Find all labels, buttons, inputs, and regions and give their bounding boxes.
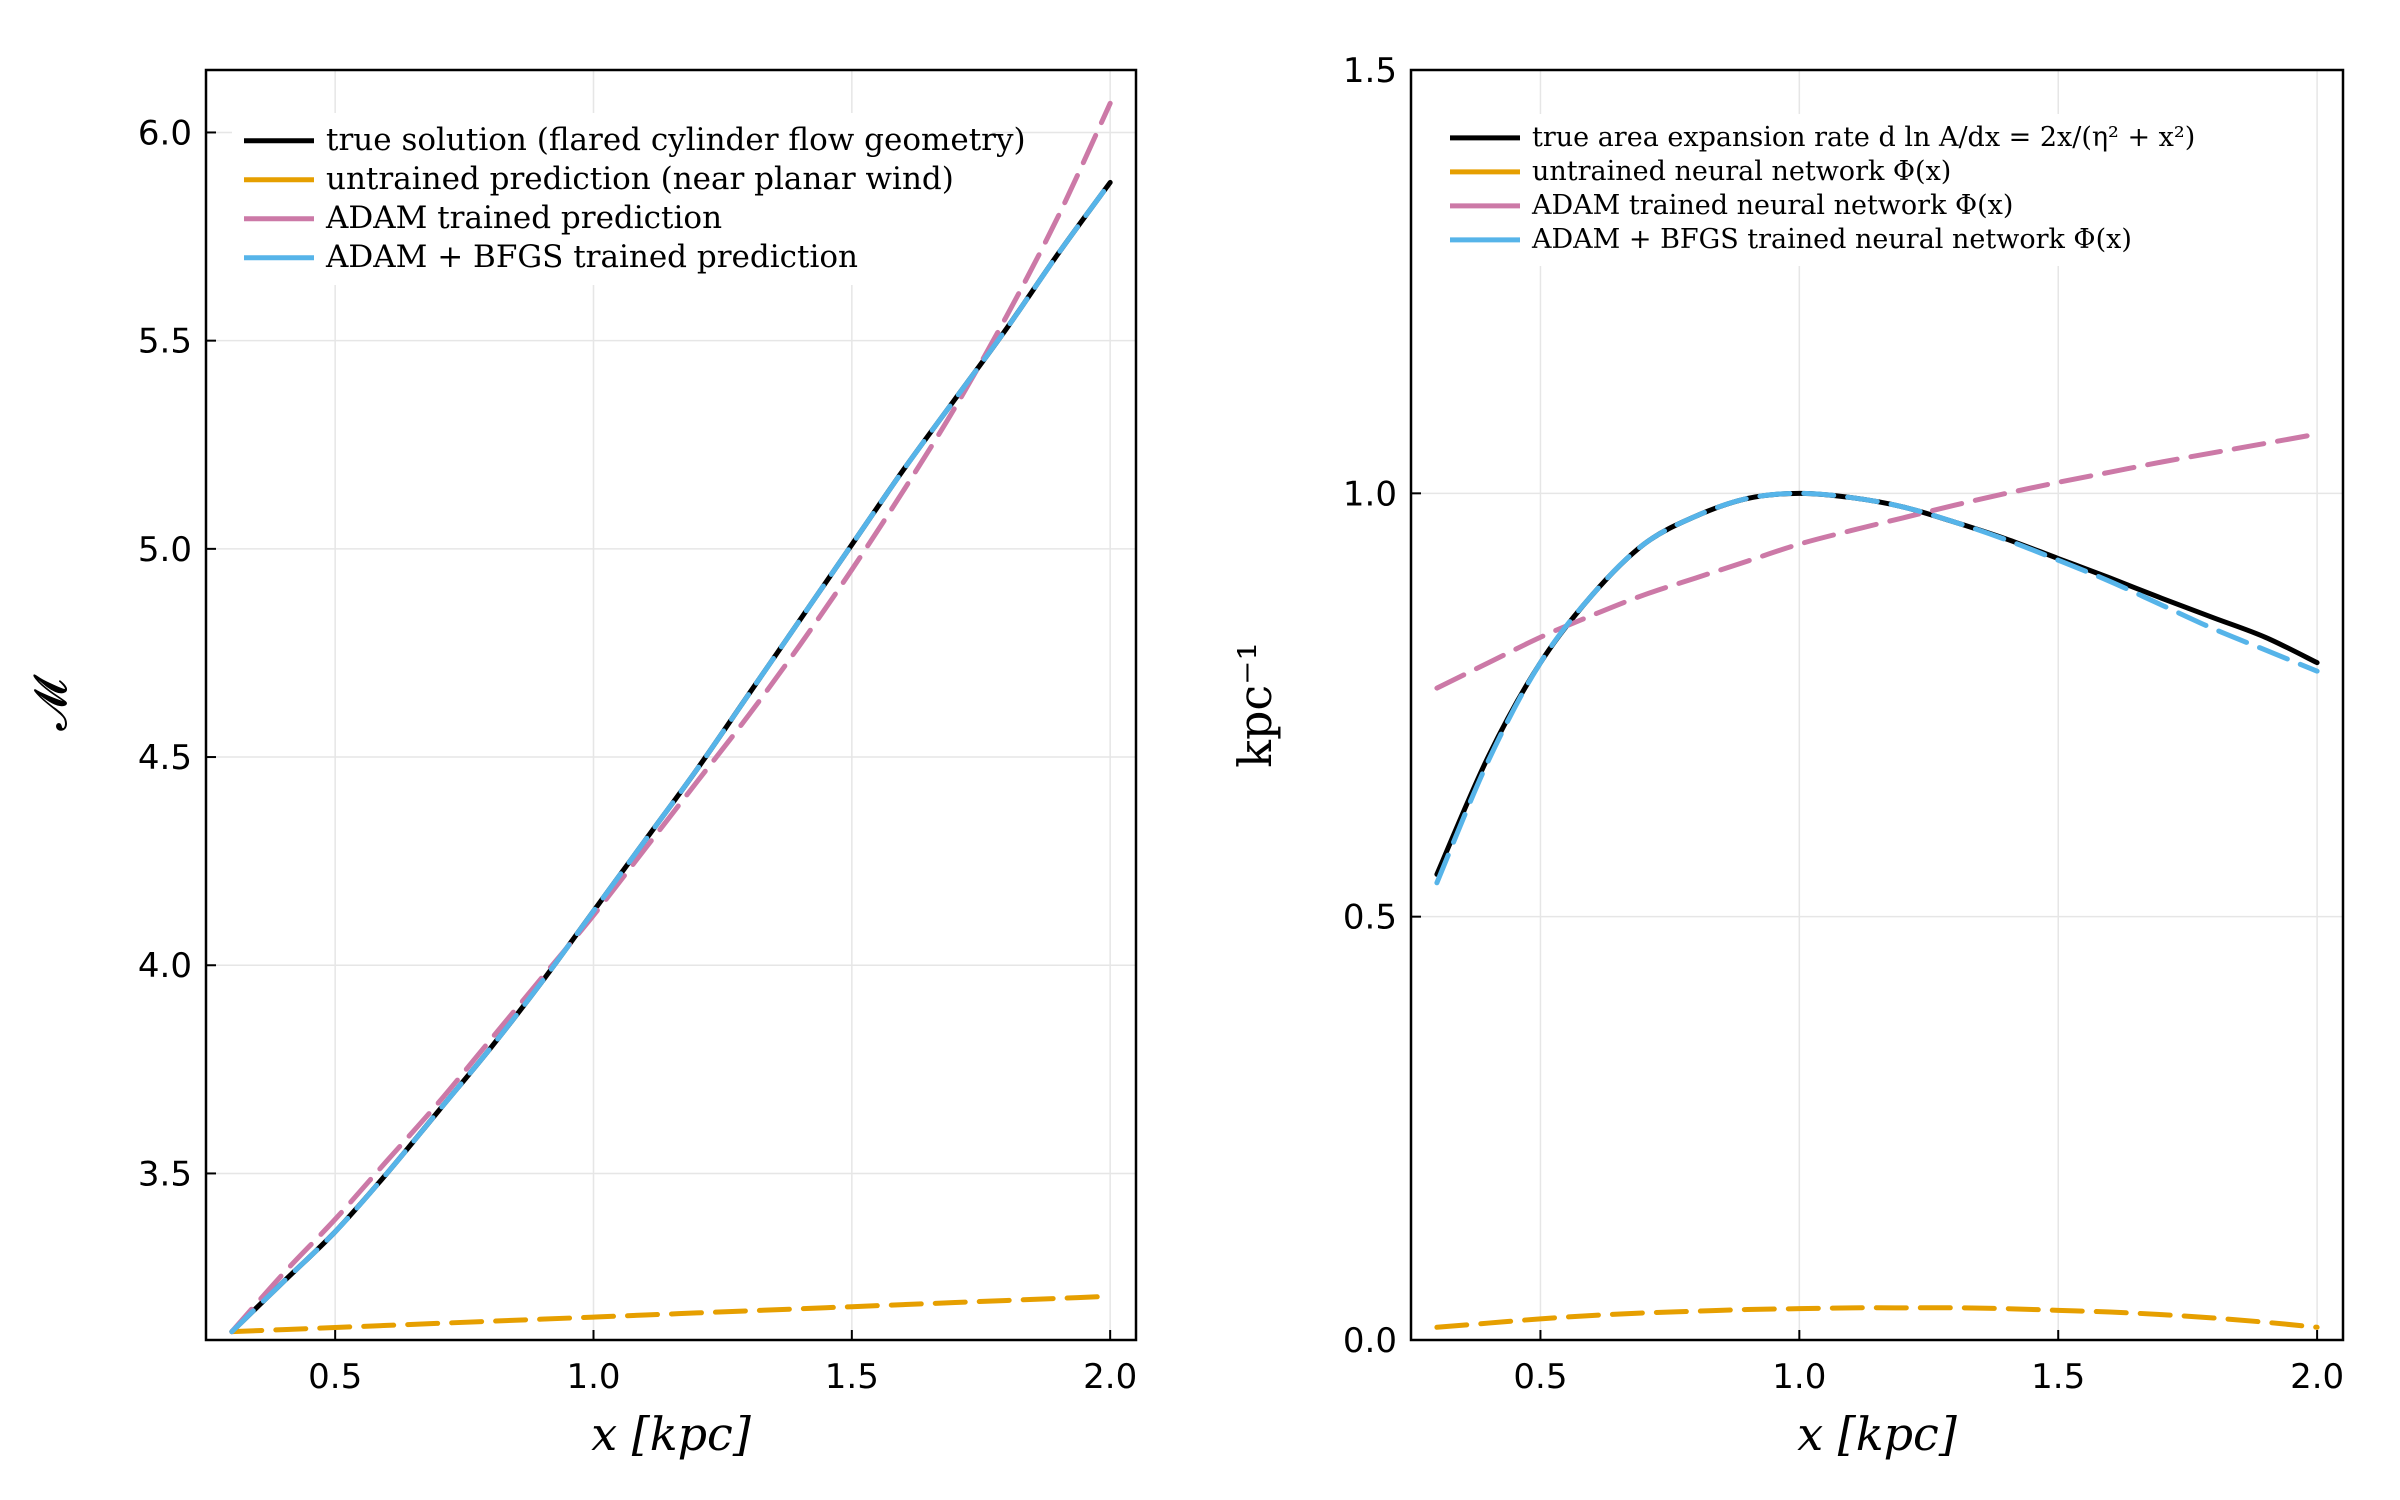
series-line-4: [229, 179, 1113, 1335]
x-tick-label: 1.0: [566, 1357, 620, 1397]
plot-frame: [204, 68, 1138, 1342]
y-tick-label: 4.5: [138, 738, 192, 778]
y-tick-label: 1.5: [1343, 51, 1397, 91]
plot-frame: [1409, 68, 2345, 1342]
series-line-3: [1434, 431, 2320, 691]
y-axis-label: 𝓜: [23, 674, 77, 731]
legend-label-3: ADAM trained prediction: [325, 200, 722, 236]
y-tick-label: 4.0: [138, 946, 192, 986]
legend-label-1: true solution (flared cylinder flow geom…: [326, 122, 1026, 158]
legend-label-1: true area expansion rate d ln A/dx = 2x/…: [1532, 122, 2195, 153]
series-line-4: [1434, 490, 2320, 886]
legend-label-4: ADAM + BFGS trained prediction: [325, 239, 858, 275]
series-line-1: [1434, 490, 2320, 877]
y-tick-label: 6.0: [138, 113, 192, 153]
x-axis-label: x [kpc]: [1797, 1407, 1957, 1461]
y-tick-label: 3.5: [138, 1154, 192, 1194]
x-tick-label: 2.0: [1083, 1357, 1137, 1397]
series-line-3: [229, 100, 1113, 1335]
x-tick-label: 2.0: [2290, 1357, 2344, 1397]
x-tick-label: 0.5: [1513, 1357, 1567, 1397]
y-tick-label: 5.0: [138, 530, 192, 570]
legend-background: [232, 113, 992, 285]
chart-panel-1: 0.5 1.0 1.5 2.0 3.5 4.0 4.5 5.0 5.5 6.0 x [kpc] 𝓜tr…: [23, 68, 1138, 1461]
legend: true area expansion rate d ln A/dx = 2x/…: [1438, 114, 2195, 266]
legend-background: [1438, 114, 2188, 266]
series-line-2: [229, 1293, 1113, 1335]
x-tick-label: 1.0: [1772, 1357, 1826, 1397]
y-tick-label: 0.0: [1343, 1321, 1397, 1361]
x-tick-label: 1.5: [825, 1357, 879, 1397]
series-line-2: [1434, 1305, 2320, 1330]
legend-label-2: untrained prediction (near planar wind): [326, 161, 954, 197]
y-tick-label: 5.5: [138, 322, 192, 362]
chart-panel-2: 0.5 1.0 1.5 2.0 0.0 0.5 1.0 1.5 x [kpc] kpc⁻¹ true…: [1228, 51, 2345, 1461]
y-tick-label: 1.0: [1343, 474, 1397, 514]
legend-label-3: ADAM trained neural network Φ(x): [1531, 190, 2013, 221]
x-tick-label: 0.5: [308, 1357, 362, 1397]
x-tick-label: 1.5: [2031, 1357, 2085, 1397]
y-tick-label: 0.5: [1343, 898, 1397, 938]
legend-label-4: ADAM + BFGS trained neural network Φ(x): [1531, 224, 2132, 255]
legend: true solution (flared cylinder flow geom…: [232, 113, 1026, 285]
y-axis-label: kpc⁻¹: [1228, 642, 1282, 768]
legend-label-2: untrained neural network Φ(x): [1532, 156, 1951, 187]
x-axis-label: x [kpc]: [591, 1407, 751, 1461]
